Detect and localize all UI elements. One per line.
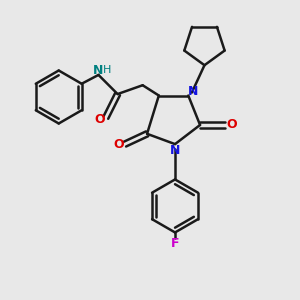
- Text: H: H: [103, 65, 112, 76]
- Text: O: O: [94, 112, 105, 126]
- Text: N: N: [188, 85, 198, 98]
- Text: O: O: [113, 138, 124, 151]
- Text: N: N: [170, 144, 180, 157]
- Text: N: N: [93, 64, 104, 77]
- Text: F: F: [171, 237, 179, 250]
- Text: O: O: [226, 118, 237, 131]
